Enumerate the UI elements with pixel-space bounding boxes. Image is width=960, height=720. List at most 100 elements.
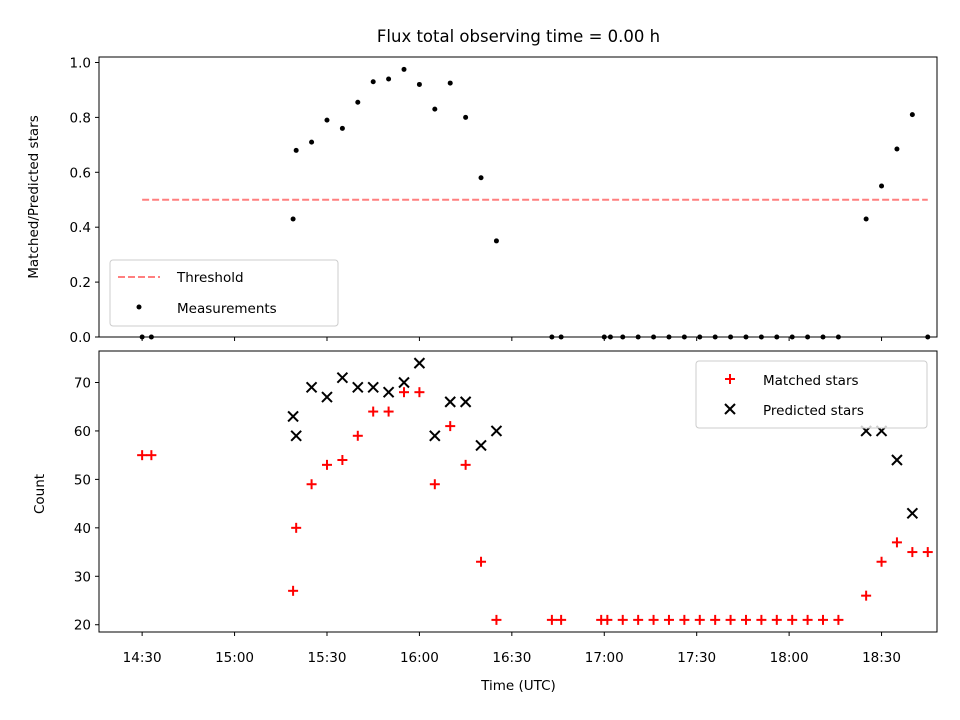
predicted-star-point bbox=[475, 439, 487, 452]
count-y-tick-label: 40 bbox=[74, 521, 91, 537]
matched-star-point bbox=[633, 614, 644, 625]
matched-star-point bbox=[740, 614, 751, 625]
matched-star-point bbox=[891, 537, 902, 548]
matched-star-point bbox=[787, 614, 798, 625]
x-tick-label: 14:30 bbox=[123, 650, 162, 666]
count-y-axis-label: Count bbox=[32, 474, 48, 514]
count-y-tick-label: 60 bbox=[74, 424, 91, 440]
matched-star-point bbox=[802, 614, 813, 625]
measurement-point bbox=[293, 147, 299, 153]
measurement-point bbox=[416, 81, 422, 87]
measurement-point bbox=[339, 125, 345, 131]
predicted-star-point bbox=[367, 381, 379, 394]
predicted-star-point bbox=[906, 507, 919, 520]
measurement-point bbox=[290, 216, 296, 222]
x-axis-label: Time (UTC) bbox=[480, 678, 556, 694]
x-tick-label: 18:30 bbox=[862, 650, 901, 666]
matched-star-point bbox=[476, 556, 487, 567]
measurement-point bbox=[432, 106, 438, 112]
predicted-star-point bbox=[459, 396, 472, 408]
matched-star-point bbox=[725, 614, 736, 625]
x-tick-label: 16:30 bbox=[492, 650, 531, 666]
count-y-tick-label: 30 bbox=[74, 569, 91, 585]
predicted-star-point bbox=[287, 410, 299, 423]
predicted-star-point bbox=[321, 391, 333, 403]
matched-star-point bbox=[861, 590, 872, 601]
count-marks bbox=[137, 357, 933, 625]
ratio-legend: Threshold Measurements bbox=[109, 259, 339, 327]
count-y-tick-label: 20 bbox=[74, 618, 91, 634]
predicted-star-point bbox=[413, 357, 426, 369]
matched-star-point bbox=[679, 614, 690, 625]
x-tick-label: 15:00 bbox=[215, 650, 254, 666]
matched-star-point bbox=[818, 614, 829, 625]
ratio-panel: 0.0 0.2 0.4 0.6 0.8 1.0 Matched/Predicted sta… bbox=[26, 55, 938, 346]
predicted-star-point bbox=[382, 386, 395, 398]
matched-star-point bbox=[429, 479, 440, 490]
count-panel: 14:30 15:00 15:30 16:00 16:30 17:00 17:30 18:00… bbox=[32, 350, 938, 694]
ratio-y-tick-label: 0.0 bbox=[70, 330, 91, 346]
legend-threshold-label: Threshold bbox=[176, 270, 244, 286]
predicted-star-point bbox=[336, 371, 349, 384]
matched-star-point bbox=[321, 459, 332, 470]
matched-star-point bbox=[291, 522, 302, 533]
count-legend-box bbox=[695, 360, 928, 429]
ratio-y-tick-label: 1.0 bbox=[70, 55, 91, 71]
matched-star-point bbox=[663, 614, 674, 625]
predicted-star-point bbox=[444, 396, 456, 408]
matched-star-point bbox=[288, 585, 299, 596]
measurement-point bbox=[863, 216, 869, 222]
matched-star-point bbox=[756, 614, 767, 625]
measurement-point bbox=[386, 76, 392, 82]
measurement-point bbox=[478, 175, 484, 181]
matched-star-point bbox=[306, 479, 317, 490]
x-tick-label: 17:30 bbox=[677, 650, 716, 666]
ratio-y-tick-label: 0.2 bbox=[70, 275, 91, 291]
measurement-point bbox=[879, 183, 885, 189]
matched-star-point bbox=[352, 430, 363, 441]
matched-star-point bbox=[907, 547, 918, 558]
matched-star-point bbox=[445, 421, 456, 432]
legend-measurements-label: Measurements bbox=[177, 301, 277, 317]
matched-star-point bbox=[694, 614, 705, 625]
legend-predicted-label: Predicted stars bbox=[763, 403, 864, 419]
matched-star-point bbox=[876, 556, 887, 567]
matched-star-point bbox=[368, 406, 379, 417]
matched-star-point bbox=[383, 406, 394, 417]
measurement-point bbox=[309, 139, 315, 145]
count-y-tick-label: 50 bbox=[74, 472, 91, 488]
matched-star-point bbox=[460, 459, 471, 470]
ratio-legend-box bbox=[109, 259, 339, 327]
matched-star-point bbox=[546, 614, 557, 625]
chart-title: Flux total observing time = 0.00 h bbox=[377, 27, 660, 46]
matched-star-point bbox=[146, 450, 157, 461]
measurement-point bbox=[463, 114, 469, 120]
ratio-y-tick-label: 0.4 bbox=[70, 220, 91, 236]
legend-matched-label: Matched stars bbox=[763, 373, 859, 389]
matched-star-point bbox=[833, 614, 844, 625]
predicted-star-point bbox=[429, 430, 441, 442]
measurement-point bbox=[401, 66, 407, 72]
matched-star-point bbox=[617, 614, 628, 625]
matched-star-point bbox=[771, 614, 782, 625]
matched-star-point bbox=[648, 614, 659, 625]
ratio-y-tick-label: 0.8 bbox=[70, 110, 91, 126]
matched-star-point bbox=[602, 614, 613, 625]
predicted-star-point bbox=[290, 430, 302, 442]
ratio-y-tick-label: 0.6 bbox=[70, 165, 91, 181]
matched-star-point bbox=[491, 614, 502, 625]
count-y-tick-label: 70 bbox=[74, 375, 91, 391]
predicted-star-point bbox=[305, 381, 318, 394]
x-tick-label: 16:00 bbox=[400, 650, 439, 666]
matched-star-point bbox=[556, 614, 567, 625]
measurement-point bbox=[447, 80, 453, 86]
legend-predicted-swatch bbox=[724, 403, 736, 415]
matched-star-point bbox=[137, 450, 148, 461]
x-tick-label: 15:30 bbox=[308, 650, 347, 666]
measurement-point bbox=[370, 79, 376, 85]
legend-measurements-swatch bbox=[136, 304, 142, 310]
matched-star-point bbox=[710, 614, 721, 625]
measurement-point bbox=[355, 99, 361, 105]
count-axes-frame bbox=[98, 350, 938, 633]
